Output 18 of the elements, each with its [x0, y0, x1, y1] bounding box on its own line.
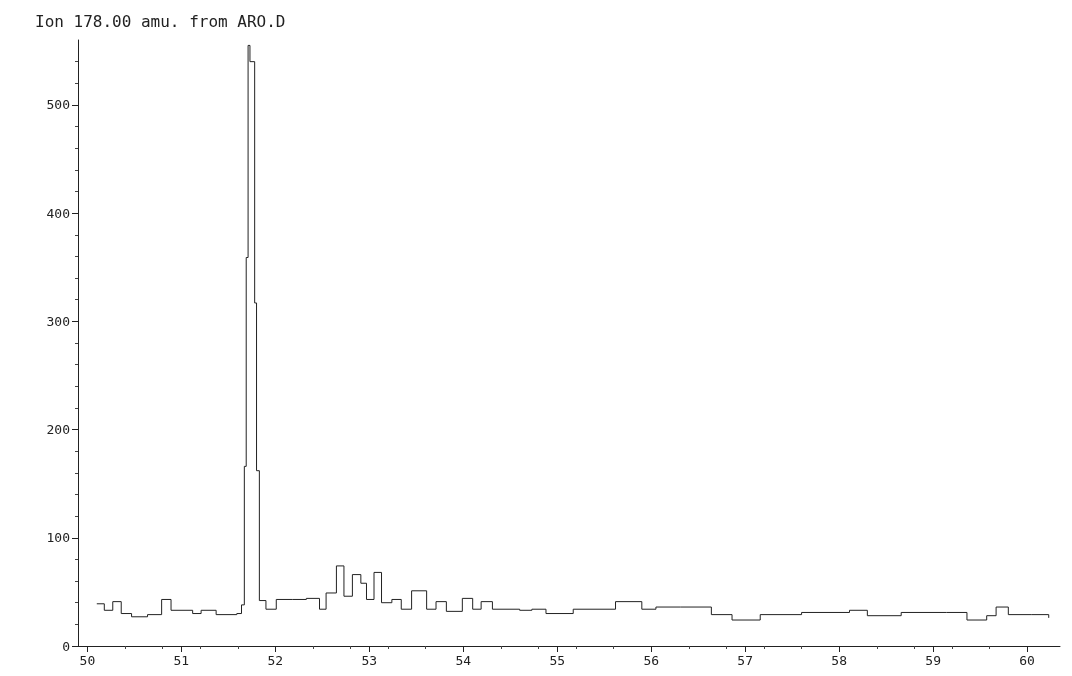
x-tick-label: 58: [831, 653, 847, 668]
x-tick-label: 60: [1019, 653, 1035, 668]
x-tick-label: 56: [643, 653, 660, 668]
x-tick-label: 52: [267, 653, 284, 668]
y-tick-label: 0: [62, 638, 70, 654]
chart-title: Ion 178.00 amu. from ARO.D: [35, 11, 286, 31]
x-tick-label: 59: [925, 653, 941, 668]
y-tick-label: 200: [46, 422, 70, 438]
x-tick-label: 55: [549, 653, 566, 668]
y-tick-label: 400: [46, 205, 70, 221]
x-tick-label: 50: [79, 653, 96, 668]
y-tick-label: 100: [46, 530, 70, 546]
x-tick-label: 57: [737, 653, 754, 668]
y-tick-label: 300: [46, 313, 70, 329]
x-tick-label: 53: [361, 653, 378, 668]
y-tick-label: 500: [46, 97, 70, 113]
x-tick-label: 54: [455, 653, 472, 668]
x-tick-label: 51: [173, 653, 190, 668]
